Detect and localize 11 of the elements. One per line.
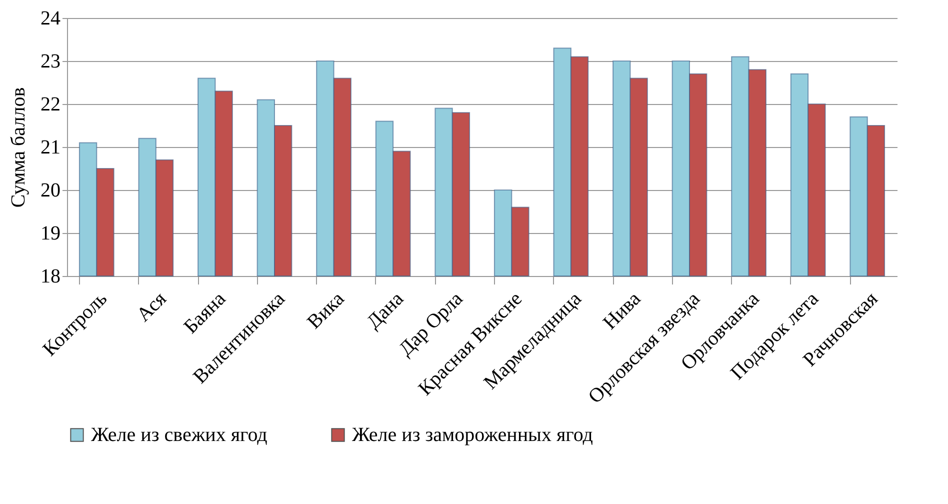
y-axis-title: Сумма баллов <box>8 87 30 208</box>
legend-label: Желе из свежих ягод <box>91 424 268 446</box>
legend-label: Желе из замороженных ягод <box>352 424 593 446</box>
x-tick-label: Ася <box>132 288 171 326</box>
y-tick-label: 22 <box>40 94 60 116</box>
y-tick-label: 21 <box>40 136 60 158</box>
y-tick-label: 19 <box>40 222 60 244</box>
y-tick-label: 23 <box>40 50 60 72</box>
y-tick-label: 24 <box>40 8 60 30</box>
y-tick-label: 20 <box>40 180 60 202</box>
y-tick-label: 18 <box>40 266 60 288</box>
